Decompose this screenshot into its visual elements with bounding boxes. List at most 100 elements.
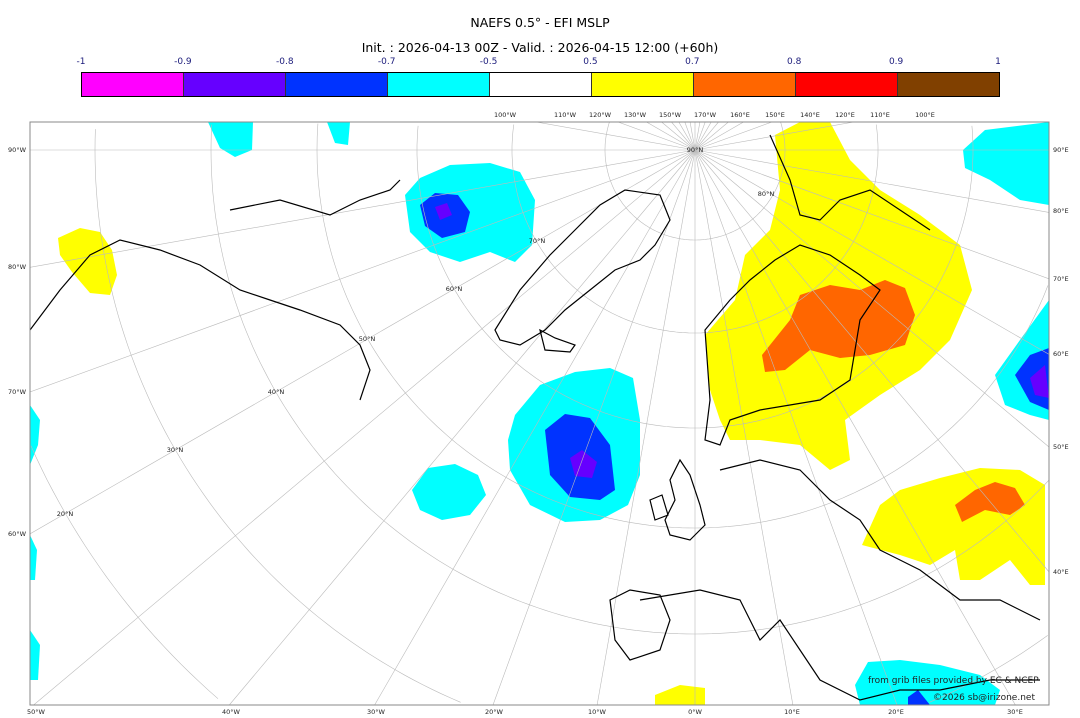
- axis-label: 80°E: [1053, 207, 1069, 215]
- axis-label: 150°E: [765, 111, 785, 119]
- credits-copyright: ©2026 sb@irizone.net: [933, 693, 1035, 703]
- efi-negative-region: [435, 203, 452, 220]
- axis-label: 70°N: [529, 237, 546, 245]
- axis-label: 40°N: [268, 388, 285, 396]
- axis-label: 20°W: [485, 708, 504, 716]
- meridian-line: [694, 149, 794, 705]
- axis-label: 60°E: [1053, 350, 1069, 358]
- axis-label: 50°E: [1053, 443, 1069, 451]
- axis-label: 50°W: [27, 708, 46, 716]
- efi-negative-region: [30, 405, 40, 465]
- meridian-line: [694, 149, 1016, 705]
- colorbar-tick-label: 0.5: [583, 57, 598, 67]
- credits-source: from grib files provided by EC & NCEP: [868, 676, 1039, 686]
- axis-label: 160°E: [730, 111, 750, 119]
- meridian-line: [694, 122, 854, 151]
- colorbar: [81, 72, 1000, 97]
- meridian-line: [661, 122, 696, 151]
- axis-label: 50°N: [359, 335, 376, 343]
- axis-label: 90°N: [687, 146, 704, 154]
- axis-label: 30°E: [1007, 708, 1023, 716]
- colorbar-swatch: [898, 73, 999, 96]
- axis-label: 70°W: [8, 388, 27, 396]
- colorbar-swatch: [184, 73, 286, 96]
- chart-subtitle: Init. : 2026-04-13 00Z - Valid. : 2026-0…: [361, 40, 719, 55]
- meridian-line: [374, 149, 696, 705]
- latitude-circle: [929, 635, 1048, 703]
- latitude-circle: [94, 129, 461, 703]
- meridian-line: [30, 149, 696, 393]
- colorbar-tick-label: -0.9: [174, 57, 192, 67]
- axis-label: 60°N: [446, 285, 463, 293]
- meridian-line: [536, 122, 696, 151]
- colorbar-swatch: [592, 73, 694, 96]
- efi-negative-region: [1030, 365, 1049, 398]
- latitude-circle: [416, 125, 974, 429]
- axis-label: 60°W: [8, 530, 27, 538]
- coastlines: [30, 134, 1041, 701]
- axis-label: 80°W: [8, 263, 27, 271]
- axis-label: 0°W: [688, 708, 702, 716]
- meridian-line: [30, 149, 696, 268]
- meridian-line: [694, 122, 719, 151]
- latitude-circle: [316, 123, 1049, 529]
- axis-label: 100°E: [915, 111, 935, 119]
- meridian-line: [694, 122, 706, 151]
- meridian-line: [694, 122, 773, 151]
- colorbar-tick-label: -0.8: [275, 57, 294, 67]
- axis-labels: 100°W 110°W 120°W 130°W 150°W 170°W 160°E 150°E…: [8, 111, 1069, 716]
- latitude-circle: [30, 445, 219, 699]
- efi-negative-region: [908, 690, 930, 705]
- axis-label: 170°W: [694, 111, 717, 119]
- colorbar-swatch: [490, 73, 592, 96]
- efi-field: [30, 122, 1049, 705]
- axis-label: 20°E: [888, 708, 904, 716]
- meridian-line: [694, 149, 1049, 573]
- colorbar-tick-label: -1: [76, 57, 86, 67]
- map-frame: [29, 121, 1050, 706]
- meridian-line: [596, 149, 696, 705]
- axis-label: 30°N: [167, 446, 184, 454]
- colorbar-swatch: [388, 73, 490, 96]
- colorbar-tick-label: 0.8: [787, 57, 802, 67]
- axis-label: 10°W: [588, 708, 607, 716]
- axis-label: 70°E: [1053, 275, 1069, 283]
- axis-label: 130°W: [624, 111, 647, 119]
- efi-negative-region: [412, 464, 486, 520]
- colorbar-tick-label: 0.9: [888, 57, 904, 67]
- meridian-line: [646, 122, 696, 151]
- axis-label: 110°W: [554, 111, 577, 119]
- meridian-line: [678, 122, 696, 151]
- efi-negative-region: [570, 450, 597, 478]
- meridian-line: [694, 149, 1049, 448]
- meridian-line: [671, 122, 696, 151]
- axis-label: 100°W: [494, 111, 517, 119]
- axis-label: 30°W: [367, 708, 386, 716]
- efi-negative-region: [30, 535, 37, 580]
- meridian-line: [684, 122, 696, 151]
- colorbar-swatch: [286, 73, 388, 96]
- axis-label: 20°N: [57, 510, 74, 518]
- efi-negative-region: [327, 122, 350, 145]
- axis-label: 10°E: [784, 708, 800, 716]
- axis-label: 120°E: [835, 111, 855, 119]
- meridian-line: [694, 149, 1049, 355]
- efi-positive-region: [762, 280, 915, 372]
- latitude-circle: [210, 124, 1049, 635]
- axis-label: 120°W: [589, 111, 612, 119]
- axis-label: 40°W: [222, 708, 241, 716]
- meridian-line: [694, 122, 744, 151]
- axis-label: 40°E: [1053, 568, 1069, 576]
- latitude-circle: [780, 122, 786, 150]
- colorbar-swatch: [694, 73, 796, 96]
- meridian-line: [492, 149, 696, 705]
- meridian-line: [694, 122, 701, 151]
- meridian-line: [694, 122, 729, 151]
- latitude-circle: [875, 124, 879, 150]
- colorbar-swatch: [82, 73, 184, 96]
- latitude-circle: [604, 122, 786, 241]
- meridian-line: [694, 149, 898, 705]
- efi-negative-region: [963, 122, 1049, 205]
- efi-negative-region: [208, 122, 253, 157]
